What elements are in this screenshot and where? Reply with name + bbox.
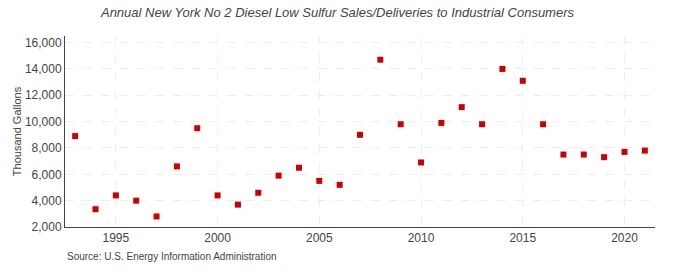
svg-text:Source: U.S. Energy Informatio: Source: U.S. Energy Information Administ…	[67, 251, 277, 262]
svg-text:Annual New York No 2 Diesel Lo: Annual New York No 2 Diesel Low Sulfur S…	[100, 5, 575, 20]
svg-text:6,000: 6,000	[32, 168, 62, 182]
svg-text:2010: 2010	[408, 231, 435, 245]
svg-text:4,000: 4,000	[32, 194, 62, 208]
svg-text:2020: 2020	[611, 231, 638, 245]
svg-text:2005: 2005	[306, 231, 333, 245]
svg-text:12,000: 12,000	[25, 88, 62, 102]
svg-text:8,000: 8,000	[32, 141, 62, 155]
svg-text:2,000: 2,000	[32, 220, 62, 234]
svg-text:14,000: 14,000	[25, 62, 62, 76]
svg-text:Thousand Gallons: Thousand Gallons	[11, 86, 23, 176]
svg-text:10,000: 10,000	[25, 115, 62, 129]
svg-text:1995: 1995	[103, 231, 130, 245]
svg-text:2000: 2000	[204, 231, 231, 245]
svg-text:16,000: 16,000	[25, 36, 62, 50]
svg-text:2015: 2015	[509, 231, 536, 245]
